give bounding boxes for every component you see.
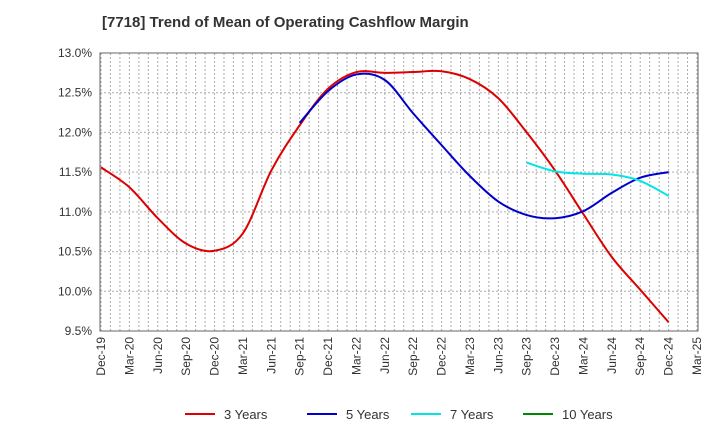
x-tick-label: Sep-22 bbox=[406, 337, 420, 376]
x-tick-label: Jun-21 bbox=[264, 337, 278, 374]
x-tick-label: Dec-20 bbox=[208, 337, 222, 376]
x-tick-label: Dec-19 bbox=[94, 337, 108, 376]
y-axis: 13.0% 12.5% 12.0% 11.5% 11.0% 10.5% 10.0% 9.5% bbox=[58, 46, 92, 338]
x-tick-label: Sep-23 bbox=[520, 337, 534, 376]
x-tick-label: Dec-22 bbox=[435, 337, 449, 376]
x-tick-label: Sep-20 bbox=[179, 337, 193, 376]
series-line-5-years bbox=[298, 72, 669, 220]
x-tick-label: Jun-24 bbox=[605, 337, 619, 374]
x-tick-label: Dec-24 bbox=[662, 337, 676, 376]
x-tick-label: Jun-23 bbox=[491, 337, 505, 374]
y-tick-label: 10.5% bbox=[58, 245, 92, 259]
plot-series bbox=[100, 69, 670, 323]
legend-label-10-years: 10 Years bbox=[562, 407, 613, 422]
x-tick-label: Mar-22 bbox=[349, 337, 363, 375]
x-tick-label: Dec-21 bbox=[321, 337, 335, 376]
plot-frame bbox=[99, 52, 699, 332]
chart-title: [7718] Trend of Mean of Operating Cashfl… bbox=[102, 14, 469, 31]
x-tick-label: Mar-23 bbox=[463, 337, 477, 375]
y-tick-label: 12.5% bbox=[58, 86, 92, 100]
x-axis: Dec-19 Mar-20 Jun-20 Sep-20 Dec-20 Mar-21 Jun-… bbox=[94, 337, 704, 376]
x-tick-label: Jun-20 bbox=[151, 337, 165, 374]
x-tick-label: Sep-24 bbox=[633, 337, 647, 376]
x-tick-label: Jun-22 bbox=[378, 337, 392, 374]
y-tick-label: 10.0% bbox=[58, 284, 92, 298]
x-tick-label: Sep-21 bbox=[293, 337, 307, 376]
x-tick-label: Mar-25 bbox=[690, 337, 704, 375]
x-tick-label: Mar-24 bbox=[576, 337, 590, 375]
y-tick-label: 13.0% bbox=[58, 46, 92, 60]
legend: 3 Years 5 Years 7 Years 10 Years bbox=[185, 407, 613, 422]
x-tick-label: Mar-20 bbox=[122, 337, 136, 375]
y-tick-label: 12.0% bbox=[58, 125, 92, 139]
legend-label-7-years: 7 Years bbox=[450, 407, 494, 422]
legend-label-3-years: 3 Years bbox=[224, 407, 268, 422]
series-line-3-years bbox=[100, 69, 670, 323]
y-tick-label: 11.0% bbox=[59, 205, 92, 219]
y-tick-label: 11.5% bbox=[59, 165, 92, 179]
series-line-7-years bbox=[526, 161, 670, 197]
x-tick-label: Dec-23 bbox=[548, 337, 562, 376]
legend-label-5-years: 5 Years bbox=[346, 407, 390, 422]
y-tick-label: 9.5% bbox=[65, 324, 93, 338]
x-tick-label: Mar-21 bbox=[236, 337, 250, 375]
